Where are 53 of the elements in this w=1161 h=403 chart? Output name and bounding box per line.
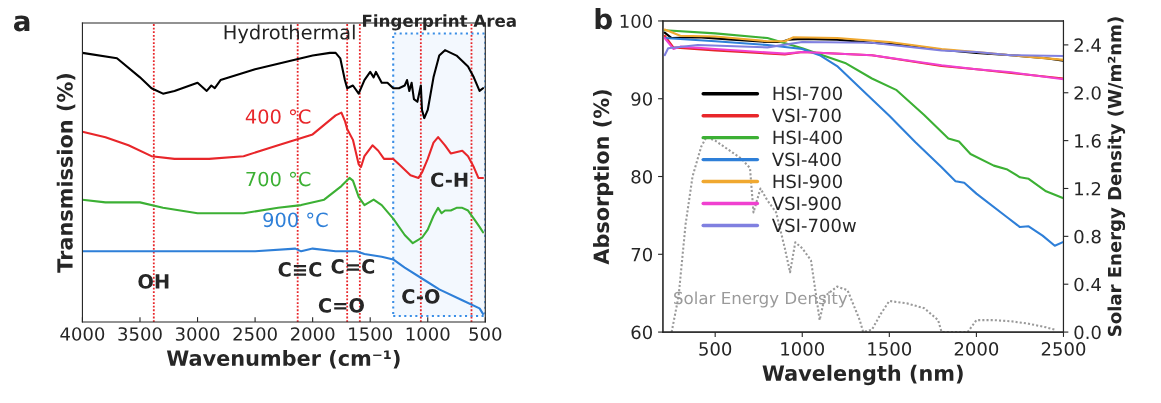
legend-label: HSI-900	[773, 174, 842, 189]
x-tick-label: 500	[699, 342, 732, 356]
x-tick-label: 2000	[290, 327, 335, 341]
ref-line-label: C-H	[431, 172, 468, 188]
series-label: 700 °C	[246, 171, 311, 187]
ref-line-label: C=C	[331, 259, 375, 274]
y2-tick-label: 0.4	[1074, 277, 1101, 292]
chart-title: b	[595, 7, 612, 30]
line-series	[663, 40, 1064, 57]
x-tick-label: 2500	[1041, 342, 1086, 356]
y2-tick-label: 2.0	[1074, 86, 1101, 100]
y2-tick-label: 0.0	[1074, 325, 1101, 340]
x-tick-label: 1500	[349, 327, 392, 341]
band-label: Fingerprint Area	[363, 14, 516, 31]
x-axis-title: Wavelength (nm)	[762, 364, 963, 386]
ref-line-label: C≡C	[278, 262, 322, 277]
x-tick-label: 1500	[868, 342, 912, 356]
y2-axis-title: Solar Energy Density (W/m²nm)	[1107, 17, 1126, 336]
legend-label: HSI-700	[773, 86, 842, 101]
legend-label: VSI-700	[771, 108, 841, 123]
y-tick-label: 60	[631, 325, 653, 340]
y-tick-label: 100	[620, 14, 653, 29]
y2-tick-label: 2.4	[1074, 38, 1101, 52]
legend-label: VSI-700w	[771, 218, 856, 233]
legend-label: VSI-400	[771, 152, 841, 167]
y-axis-title: Transmission (%)	[56, 73, 76, 273]
x-tick-label: 1000	[406, 327, 450, 341]
x-tick-label: 500	[469, 327, 502, 341]
ref-line-label: C=O	[318, 297, 364, 313]
x-tick-label: 2000	[954, 342, 999, 356]
series-label: 400 °C	[245, 109, 311, 124]
x-tick-label: 4000	[60, 327, 105, 341]
series-label: 900 °C	[263, 212, 328, 228]
y-axis-title: Absorption (%)	[593, 90, 614, 265]
x-axis-title: Wavenumber (cm⁻¹)	[166, 349, 400, 369]
y2-tick-label: 1.6	[1075, 134, 1101, 148]
y2-tick-label: 1.2	[1075, 181, 1101, 196]
x-tick-label: 1000	[781, 342, 825, 356]
legend-label: VSI-900	[771, 196, 841, 211]
series-label: Hydrothermal	[224, 24, 355, 44]
x-tick-label: 3000	[175, 327, 220, 341]
ref-line-label: OH	[138, 274, 169, 289]
x-tick-label: 2500	[233, 327, 277, 341]
chart-title: a	[13, 15, 30, 32]
y2-tick-label: 0.8	[1074, 229, 1101, 244]
line-series	[663, 37, 1064, 247]
y-tick-label: 80	[631, 169, 653, 184]
legend-label: HSI-400	[773, 130, 842, 145]
y-tick-label: 70	[631, 247, 653, 262]
ref-line-label: C-O	[402, 289, 440, 304]
x-tick-label: 3500	[118, 327, 162, 341]
y-tick-label: 90	[631, 92, 653, 106]
series-label: Solar Energy Density	[674, 291, 848, 308]
